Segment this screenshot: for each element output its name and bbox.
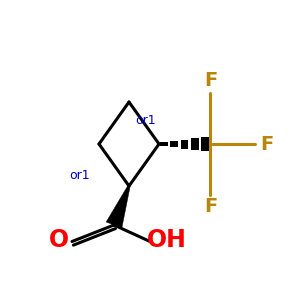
Polygon shape [191, 138, 199, 150]
Text: F: F [204, 197, 218, 217]
Text: O: O [48, 228, 69, 252]
Text: F: F [204, 71, 218, 91]
Text: OH: OH [147, 228, 186, 252]
Polygon shape [170, 141, 178, 147]
Polygon shape [106, 186, 130, 228]
Polygon shape [181, 140, 188, 148]
Text: or1: or1 [69, 169, 90, 182]
Polygon shape [201, 137, 209, 151]
Text: F: F [260, 134, 273, 154]
Text: or1: or1 [135, 113, 156, 127]
Polygon shape [160, 142, 168, 146]
